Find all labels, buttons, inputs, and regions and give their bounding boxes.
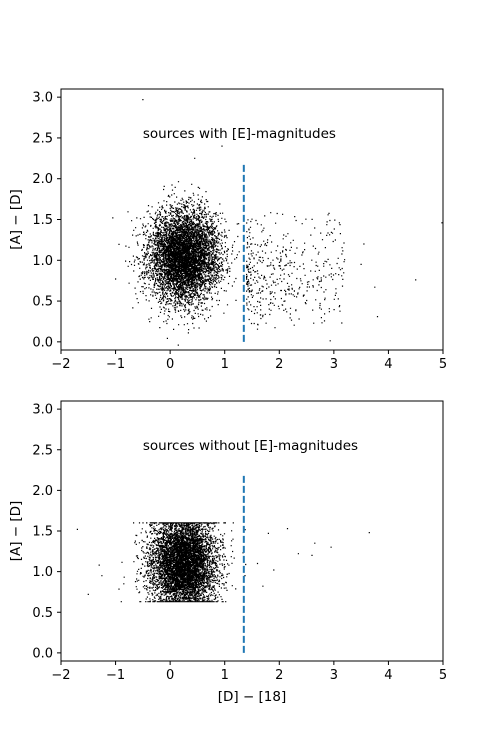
- y-tick-label: 0.5: [32, 606, 53, 621]
- x-tick-label: −2: [51, 668, 70, 683]
- axis-ticks: −2 −1 0 1 2 3 4 5 0.0 0.5 1.0 1.5 2.0 2.5 3.0: [32, 91, 447, 372]
- x-tick-label: −1: [106, 357, 125, 372]
- scatter-points: [112, 99, 443, 346]
- y-tick-label: 2.5: [32, 131, 53, 146]
- x-tick-label: 5: [439, 357, 447, 372]
- y-tick-label: 2.0: [32, 484, 53, 499]
- y-tick-label: 1.0: [32, 254, 53, 269]
- x-tick-label: 3: [330, 357, 338, 372]
- axis-ticks: −2 −1 0 1 2 3 4 5 0.0 0.5 1.0 1.5 2.0 2.5 3.0: [32, 403, 447, 683]
- panel-annotation: sources without [E]-magnitudes: [143, 438, 358, 454]
- x-tick-label: 1: [221, 357, 229, 372]
- x-tick-label: 2: [275, 668, 283, 683]
- x-tick-label: 1: [221, 668, 229, 683]
- scatter-panel-bottom: −2 −1 0 1 2 3 4 5 0.0 0.5 1.0 1.5 2.0 2.5 3.0 sources …: [8, 400, 447, 705]
- x-tick-label: 4: [384, 357, 392, 372]
- x-tick-label: −2: [51, 357, 70, 372]
- x-tick-label: 0: [166, 668, 174, 683]
- y-tick-label: 0.0: [32, 646, 53, 661]
- y-tick-label: 2.5: [32, 443, 53, 458]
- y-tick-label: 3.0: [32, 91, 53, 106]
- y-axis-label: [A] − [D]: [8, 501, 24, 562]
- y-tick-label: 2.0: [32, 172, 53, 187]
- data-points: [76, 522, 370, 603]
- y-tick-label: 1.5: [32, 213, 53, 228]
- x-tick-label: −1: [106, 668, 125, 683]
- x-tick-label: 0: [166, 357, 174, 372]
- x-axis-label: [D] − [18]: [218, 689, 287, 705]
- y-tick-label: 0.5: [32, 295, 53, 310]
- scatter-panel-top: −2 −1 0 1 2 3 4 5 0.0 0.5 1.0 1.5 2.0 2.5 3.0 sources …: [8, 88, 447, 372]
- x-tick-label: 2: [275, 357, 283, 372]
- panel-annotation: sources with [E]-magnitudes: [143, 126, 336, 142]
- x-tick-label: 3: [330, 668, 338, 683]
- y-tick-label: 3.0: [32, 403, 53, 418]
- y-tick-label: 1.5: [32, 525, 53, 540]
- data-points: [112, 99, 443, 346]
- x-tick-label: 5: [439, 668, 447, 683]
- x-tick-label: 4: [384, 668, 392, 683]
- y-axis-label: [A] − [D]: [8, 189, 24, 250]
- y-tick-label: 1.0: [32, 565, 53, 580]
- y-tick-label: 0.0: [32, 335, 53, 350]
- scatter-points: [76, 522, 370, 603]
